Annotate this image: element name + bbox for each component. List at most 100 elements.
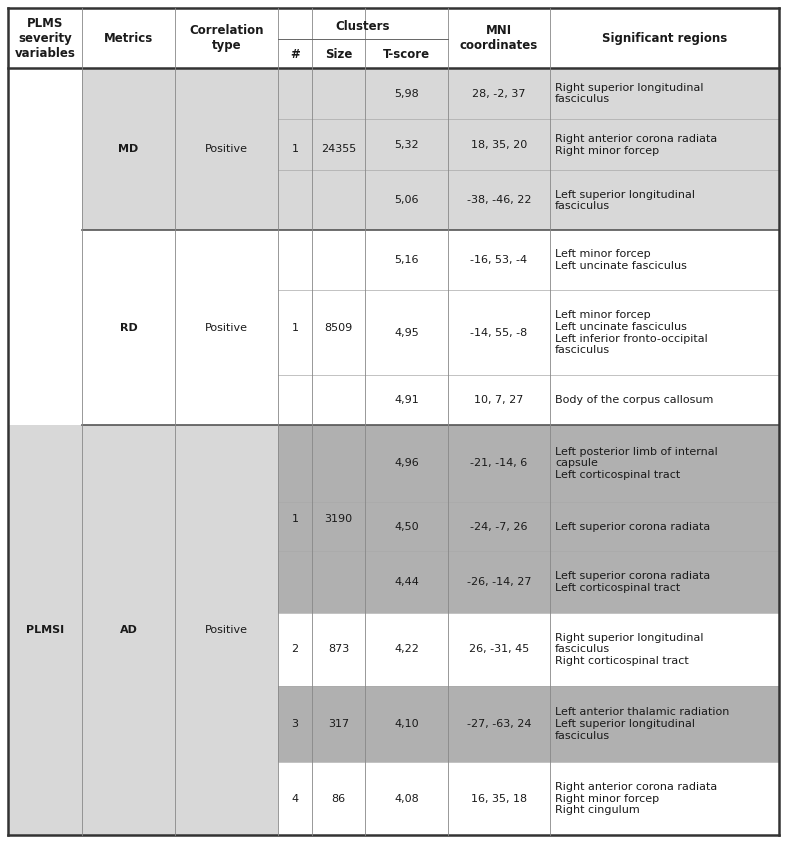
Text: 4,08: 4,08 xyxy=(394,794,419,804)
Bar xyxy=(175,170,278,230)
Text: Clusters: Clusters xyxy=(336,19,390,32)
Bar xyxy=(175,230,278,290)
Text: AD: AD xyxy=(120,625,138,635)
Text: Right anterior corona radiata
Right minor forcep
Right cingulum: Right anterior corona radiata Right mino… xyxy=(555,782,717,816)
Bar xyxy=(278,170,779,230)
Bar xyxy=(175,762,278,835)
Bar xyxy=(8,613,82,685)
Bar xyxy=(82,375,175,425)
Bar xyxy=(82,230,175,290)
Bar xyxy=(8,119,82,170)
Text: RD: RD xyxy=(120,323,138,333)
Text: Positive: Positive xyxy=(205,144,248,154)
Bar xyxy=(278,762,779,835)
Bar xyxy=(175,685,278,762)
Text: 5,98: 5,98 xyxy=(394,89,419,98)
Text: 8509: 8509 xyxy=(324,323,353,333)
Bar xyxy=(82,119,175,170)
Text: 4,22: 4,22 xyxy=(394,645,419,654)
Text: Right superior longitudinal
fasciculus: Right superior longitudinal fasciculus xyxy=(555,83,704,104)
Bar xyxy=(82,425,175,502)
Text: 4: 4 xyxy=(291,794,298,804)
Text: 3190: 3190 xyxy=(324,514,353,524)
Text: Positive: Positive xyxy=(205,625,248,635)
Text: -14, 55, -8: -14, 55, -8 xyxy=(471,328,527,338)
Bar xyxy=(175,613,278,685)
Text: Correlation
type: Correlation type xyxy=(189,24,264,52)
Text: PLMSI: PLMSI xyxy=(26,625,64,635)
Text: Left superior longitudinal
fasciculus: Left superior longitudinal fasciculus xyxy=(555,190,695,211)
Bar xyxy=(8,375,82,425)
Bar xyxy=(278,375,779,425)
Text: MNI
coordinates: MNI coordinates xyxy=(460,24,538,52)
Bar xyxy=(8,230,82,290)
Bar xyxy=(8,685,82,762)
Text: PLMS
severity
variables: PLMS severity variables xyxy=(15,16,76,59)
Text: Left superior corona radiata: Left superior corona radiata xyxy=(555,522,710,532)
Text: 24355: 24355 xyxy=(321,144,357,154)
Bar xyxy=(278,68,779,119)
Text: Significant regions: Significant regions xyxy=(602,31,727,45)
Text: 5,16: 5,16 xyxy=(394,255,419,265)
Bar xyxy=(8,290,82,375)
Text: 28, -2, 37: 28, -2, 37 xyxy=(472,89,526,98)
Bar xyxy=(82,290,175,375)
Text: 1: 1 xyxy=(291,514,298,524)
Text: 4,10: 4,10 xyxy=(394,719,419,729)
Text: 1: 1 xyxy=(291,144,298,154)
Bar xyxy=(8,425,82,502)
Bar xyxy=(175,375,278,425)
Bar xyxy=(82,68,175,119)
Text: 4,44: 4,44 xyxy=(394,577,419,587)
Text: 5,32: 5,32 xyxy=(394,140,419,150)
Text: 5,06: 5,06 xyxy=(394,196,419,205)
Bar xyxy=(278,551,779,613)
Bar xyxy=(175,119,278,170)
Bar xyxy=(175,502,278,551)
Text: Body of the corpus callosum: Body of the corpus callosum xyxy=(555,396,713,405)
Text: -24, -7, 26: -24, -7, 26 xyxy=(471,522,528,532)
Bar xyxy=(278,119,779,170)
Bar xyxy=(8,551,82,613)
Bar xyxy=(82,685,175,762)
Text: Left posterior limb of internal
capsule
Left corticospinal tract: Left posterior limb of internal capsule … xyxy=(555,447,718,480)
Text: 317: 317 xyxy=(328,719,349,729)
Text: -21, -14, 6: -21, -14, 6 xyxy=(471,458,527,468)
Text: 18, 35, 20: 18, 35, 20 xyxy=(471,140,527,150)
Text: Left minor forcep
Left uncinate fasciculus: Left minor forcep Left uncinate fascicul… xyxy=(555,249,687,271)
Text: 86: 86 xyxy=(331,794,345,804)
Bar xyxy=(278,230,779,290)
Text: 4,96: 4,96 xyxy=(394,458,419,468)
Text: -27, -63, 24: -27, -63, 24 xyxy=(467,719,531,729)
Text: Left anterior thalamic radiation
Left superior longitudinal
fasciculus: Left anterior thalamic radiation Left su… xyxy=(555,707,730,740)
Bar xyxy=(82,613,175,685)
Bar xyxy=(82,762,175,835)
Text: Right anterior corona radiata
Right minor forcep: Right anterior corona radiata Right mino… xyxy=(555,134,717,156)
Text: 1: 1 xyxy=(291,323,298,333)
Text: 4,91: 4,91 xyxy=(394,396,419,405)
Bar xyxy=(82,170,175,230)
Bar xyxy=(278,290,779,375)
Text: 3: 3 xyxy=(291,719,298,729)
Bar xyxy=(175,290,278,375)
Bar xyxy=(8,502,82,551)
Bar xyxy=(278,613,779,685)
Bar xyxy=(8,762,82,835)
Text: 4,50: 4,50 xyxy=(394,522,419,532)
Bar xyxy=(278,502,779,551)
Bar xyxy=(175,425,278,502)
Text: 4,95: 4,95 xyxy=(394,328,419,338)
Bar xyxy=(8,8,779,68)
Text: 16, 35, 18: 16, 35, 18 xyxy=(471,794,527,804)
Text: 10, 7, 27: 10, 7, 27 xyxy=(475,396,523,405)
Bar xyxy=(175,551,278,613)
Text: Size: Size xyxy=(325,48,353,61)
Bar xyxy=(175,68,278,119)
Text: -26, -14, 27: -26, -14, 27 xyxy=(467,577,531,587)
Text: Metrics: Metrics xyxy=(104,31,153,45)
Text: 2: 2 xyxy=(291,645,298,654)
Text: -16, 53, -4: -16, 53, -4 xyxy=(471,255,527,265)
Text: 26, -31, 45: 26, -31, 45 xyxy=(469,645,529,654)
Bar xyxy=(278,685,779,762)
Bar xyxy=(8,68,82,119)
